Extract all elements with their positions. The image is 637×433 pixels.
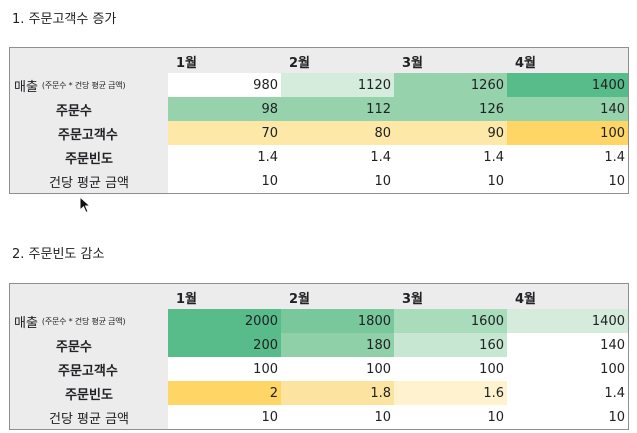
row-label-orders: 주문수 (56, 103, 92, 119)
table-section-2: 1월 2월 3월 4월 매출 (주문수 * 건당 평균 금액) 2000 1800… (9, 283, 629, 430)
value-cell[interactable]: 1600 (394, 309, 507, 333)
table-row-frequency: 주문빈도 1.4 1.4 1.4 1.4 (10, 145, 628, 169)
value-cell[interactable]: 980 (168, 73, 281, 97)
value-cell[interactable]: 140 (507, 333, 628, 357)
month-header-3: 3월 (402, 292, 424, 307)
value-cell[interactable]: 10 (281, 169, 394, 193)
row-label-revenue: 매출 (주문수 * 건당 평균 금액) (14, 79, 126, 95)
month-header-3: 3월 (402, 56, 424, 71)
value-cell[interactable]: 1.4 (281, 145, 394, 169)
value-cell[interactable]: 2 (168, 381, 281, 405)
table-header-row: 1월 2월 3월 4월 (10, 284, 628, 309)
row-label-frequency: 주문빈도 (65, 387, 113, 403)
value-cell[interactable]: 1800 (281, 309, 394, 333)
value-cell[interactable]: 1.4 (507, 145, 628, 169)
value-cell[interactable]: 180 (281, 333, 394, 357)
table-row-orders: 주문수 98 112 126 140 (10, 97, 628, 121)
value-cell[interactable]: 10 (394, 405, 507, 429)
value-cell[interactable]: 1.4 (507, 381, 628, 405)
table-row-frequency: 주문빈도 2 1.8 1.6 1.4 (10, 381, 628, 405)
value-cell[interactable]: 10 (281, 405, 394, 429)
value-cell[interactable]: 1400 (507, 309, 628, 333)
section-2-title: 2. 주문빈도 감소 (12, 247, 105, 262)
month-header-2: 2월 (289, 292, 311, 307)
row-label-orders: 주문수 (56, 339, 92, 355)
value-cell[interactable]: 160 (394, 333, 507, 357)
value-cell[interactable]: 140 (507, 97, 628, 121)
row-label-customers: 주문고객수 (58, 363, 118, 379)
value-cell[interactable]: 10 (168, 169, 281, 193)
value-cell[interactable]: 2000 (168, 309, 281, 333)
table-section-1: 1월 2월 3월 4월 매출 (주문수 * 건당 평균 금액) 980 1120 … (9, 47, 629, 194)
value-cell[interactable]: 1.6 (394, 381, 507, 405)
row-label-avg-amount: 건당 평균 금액 (48, 411, 130, 427)
value-cell[interactable]: 10 (168, 405, 281, 429)
value-cell[interactable]: 100 (507, 121, 628, 145)
table-row-customers: 주문고객수 70 80 90 100 (10, 121, 628, 145)
value-cell[interactable]: 10 (507, 405, 628, 429)
month-header-1: 1월 (176, 56, 198, 71)
table-row-customers: 주문고객수 100 100 100 100 (10, 357, 628, 381)
row-label-customers: 주문고객수 (58, 127, 118, 143)
value-cell[interactable]: 100 (394, 357, 507, 381)
value-cell[interactable]: 10 (394, 169, 507, 193)
value-cell[interactable]: 1.4 (394, 145, 507, 169)
row-label-frequency: 주문빈도 (65, 151, 113, 167)
value-cell[interactable]: 126 (394, 97, 507, 121)
value-cell[interactable]: 1120 (281, 73, 394, 97)
value-cell[interactable]: 112 (281, 97, 394, 121)
table-row-avg-amount: 건당 평균 금액 10 10 10 10 (10, 169, 628, 193)
month-header-1: 1월 (176, 292, 198, 307)
table-header-row: 1월 2월 3월 4월 (10, 48, 628, 73)
value-cell[interactable]: 70 (168, 121, 281, 145)
value-cell[interactable]: 80 (281, 121, 394, 145)
mouse-cursor-icon (79, 196, 91, 214)
section-1-title: 1. 주문고객수 증가 (12, 12, 117, 27)
month-header-2: 2월 (289, 56, 311, 71)
value-cell[interactable]: 10 (507, 169, 628, 193)
value-cell[interactable]: 90 (394, 121, 507, 145)
table-row-avg-amount: 건당 평균 금액 10 10 10 10 (10, 405, 628, 429)
table-row-revenue: 매출 (주문수 * 건당 평균 금액) 2000 1800 1600 1400 (10, 309, 628, 333)
value-cell[interactable]: 200 (168, 333, 281, 357)
value-cell[interactable]: 100 (168, 357, 281, 381)
value-cell[interactable]: 100 (281, 357, 394, 381)
value-cell[interactable]: 100 (507, 357, 628, 381)
row-label-avg-amount: 건당 평균 금액 (48, 175, 130, 191)
value-cell[interactable]: 98 (168, 97, 281, 121)
month-header-4: 4월 (515, 292, 537, 307)
table-row-revenue: 매출 (주문수 * 건당 평균 금액) 980 1120 1260 1400 (10, 73, 628, 97)
value-cell[interactable]: 1.4 (168, 145, 281, 169)
row-label-revenue: 매출 (주문수 * 건당 평균 금액) (14, 315, 126, 331)
value-cell[interactable]: 1.8 (281, 381, 394, 405)
value-cell[interactable]: 1260 (394, 73, 507, 97)
month-header-4: 4월 (515, 56, 537, 71)
table-row-orders: 주문수 200 180 160 140 (10, 333, 628, 357)
value-cell[interactable]: 1400 (507, 73, 628, 97)
